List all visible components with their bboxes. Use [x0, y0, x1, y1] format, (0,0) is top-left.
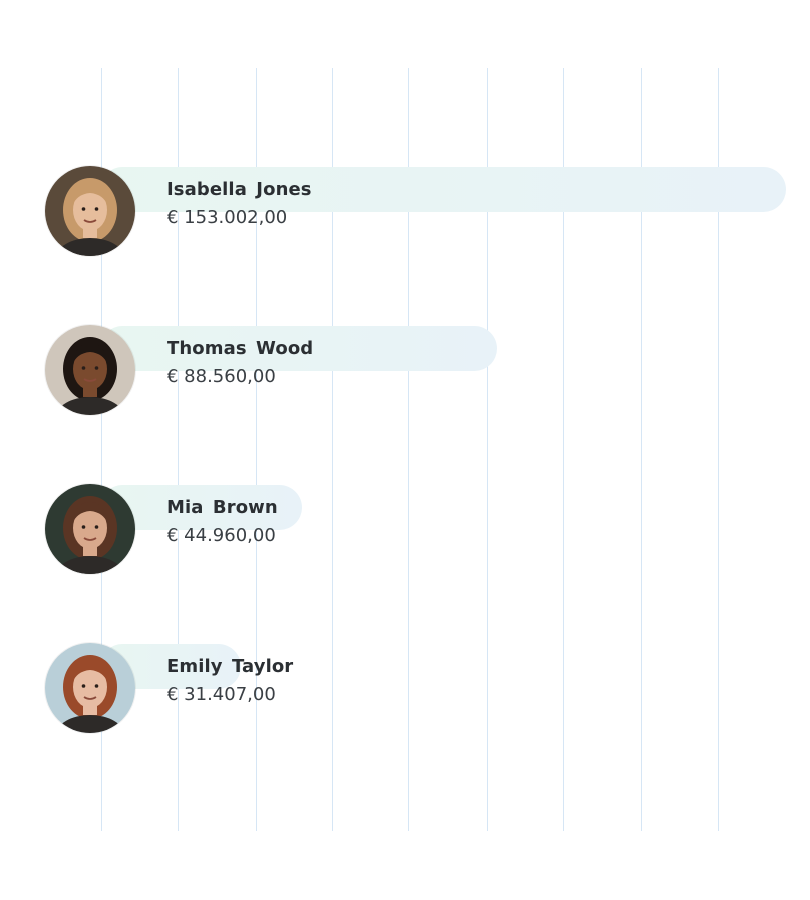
gridline-3 [256, 68, 257, 831]
gridline-6 [487, 68, 488, 831]
woman-blonde-avatar-icon [45, 166, 135, 256]
woman-redhead-avatar-icon [45, 643, 135, 733]
value-label-3: € 44.960,00 [167, 525, 276, 546]
bar-label-1: Isabella Jones [167, 179, 312, 200]
value-label-2: € 88.560,00 [167, 366, 276, 387]
woman-brunette-avatar-icon [45, 484, 135, 574]
bar-label-2: Thomas Wood [167, 338, 314, 359]
gridline-4 [332, 68, 333, 831]
man-smiling-avatar-icon [45, 325, 135, 415]
gridline-7 [563, 68, 564, 831]
gridline-5 [408, 68, 409, 831]
gridline-8 [641, 68, 642, 831]
value-label-4: € 31.407,00 [167, 684, 276, 705]
bar-label-4: Emily Taylor [167, 656, 294, 677]
gridline-9 [718, 68, 719, 831]
value-label-1: € 153.002,00 [167, 207, 288, 228]
gridline-1 [101, 68, 102, 831]
bar-label-3: Mia Brown [167, 497, 278, 518]
bar-1 [100, 167, 786, 212]
gridline-2 [178, 68, 179, 831]
bar-2 [100, 326, 498, 371]
